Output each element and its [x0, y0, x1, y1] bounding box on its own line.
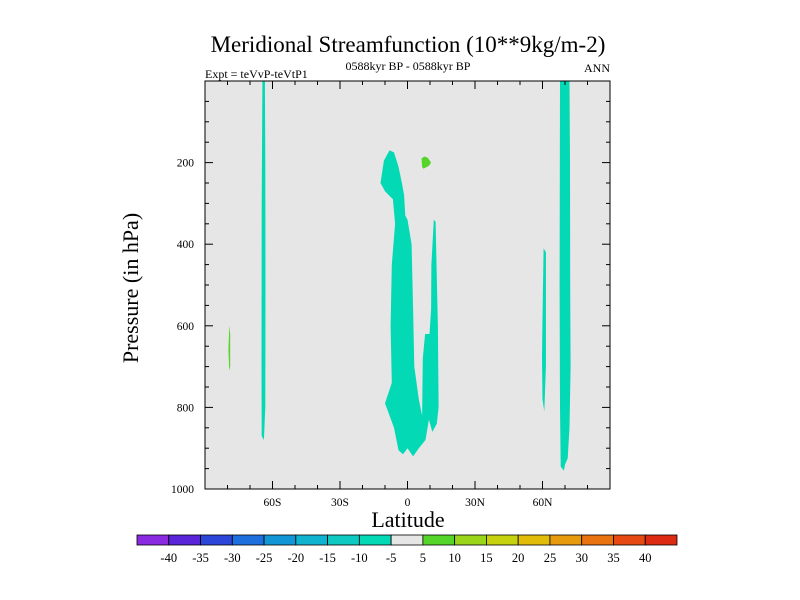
y-tick-label: 1000 [171, 484, 194, 496]
colorbar-box [517, 534, 551, 546]
plot-frame [204, 80, 611, 490]
y-tick-label: 800 [177, 402, 195, 414]
chart-title: Meridional Streamfunction (10**9kg/m-2) [211, 32, 606, 57]
x-tick-label: 30N [465, 497, 486, 509]
y-tick-label: 600 [177, 321, 195, 333]
x-tick-label: 30S [331, 497, 349, 509]
colorbar-label: -15 [319, 551, 336, 565]
colorbar-label: 40 [639, 551, 652, 565]
x-tick-label: 60S [264, 497, 282, 509]
colorbar-box [549, 534, 583, 546]
colorbar-label: -40 [160, 551, 177, 565]
center-subtitle: 0588kyr BP - 0588kyr BP [346, 59, 471, 73]
colorbar-label: 15 [480, 551, 493, 565]
colorbar-label: -25 [256, 551, 273, 565]
right-subtitle: ANN [584, 61, 610, 75]
contour-region-1 [261, 81, 266, 440]
colorbar-label: -30 [224, 551, 241, 565]
contour-region-6 [559, 81, 571, 471]
colorbar-box [200, 534, 233, 546]
colorbar-box [263, 534, 297, 546]
x-tick-label: 0 [405, 497, 411, 509]
colorbar-box [358, 534, 392, 546]
colorbar-label: 20 [512, 551, 525, 565]
x-axis-title: Latitude [371, 507, 444, 532]
colorbar-label: 25 [544, 551, 557, 565]
colorbar-box [422, 534, 456, 546]
colorbar-box [486, 534, 519, 546]
y-axis-title: Pressure (in hPa) [118, 213, 143, 363]
colorbar-label: 10 [448, 551, 461, 565]
y-tick-label: 400 [177, 239, 195, 251]
contour-region-5 [542, 248, 546, 412]
colorbar-label: 30 [575, 551, 588, 565]
colorbar-label: -5 [386, 551, 396, 565]
colorbar-box [581, 534, 614, 546]
colorbar-box [231, 534, 265, 546]
colorbar-label: 35 [607, 551, 620, 565]
colorbar-box [454, 534, 487, 546]
colorbar: -40 -35 -30 -25 -20 -15 -10 -5 5 10 15 20 25 30 35 40 [136, 534, 678, 565]
colorbar-box [136, 534, 170, 546]
colorbar-label: -20 [287, 551, 304, 565]
contour-regions [228, 81, 571, 471]
colorbar-box [644, 534, 678, 546]
colorbar-box [168, 534, 201, 546]
colorbar-label: 5 [420, 551, 426, 565]
left-subtitle: Expt = teVvP-teVtP1 [205, 67, 308, 81]
colorbar-box [295, 534, 328, 546]
colorbar-box [327, 534, 360, 546]
colorbar-label: -10 [351, 551, 368, 565]
contour-region-3 [421, 156, 432, 169]
colorbar-box [613, 534, 646, 546]
y-tick-label: 200 [177, 158, 195, 170]
colorbar-label: -35 [192, 551, 209, 565]
contour-region-2 [380, 150, 439, 457]
contour-region-4 [228, 325, 231, 371]
axes: 60S 30S 0 30N 60N 200 400 600 800 1000 [171, 81, 610, 509]
colorbar-box [390, 534, 424, 546]
x-tick-label: 60N [533, 497, 554, 509]
